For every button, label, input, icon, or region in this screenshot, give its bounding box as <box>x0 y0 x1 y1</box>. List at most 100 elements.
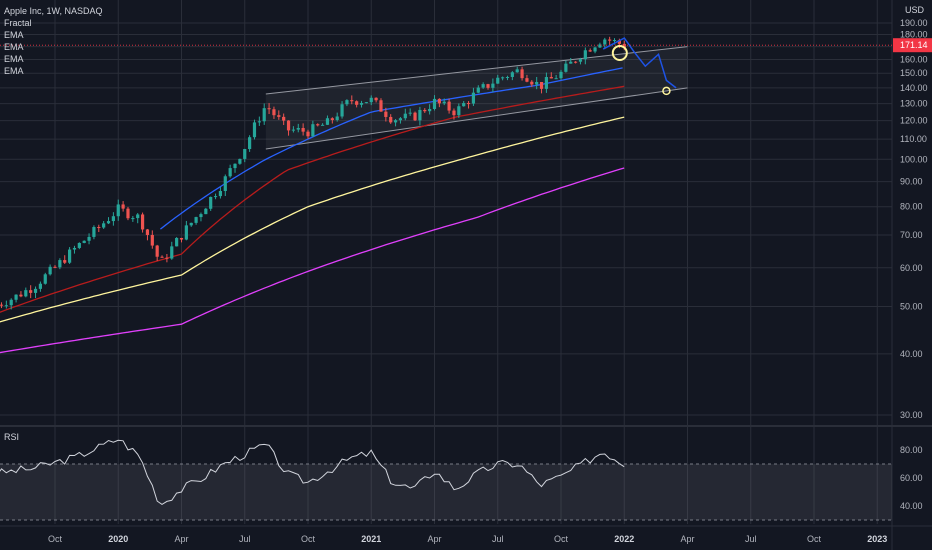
candle <box>9 298 13 310</box>
candle <box>131 215 135 222</box>
candle <box>569 57 573 64</box>
candle-body <box>131 218 135 220</box>
candle <box>267 103 271 115</box>
rsi-line <box>0 439 625 505</box>
candle <box>82 240 86 244</box>
candle <box>19 291 23 298</box>
time-tick-label: 2022 <box>614 534 634 544</box>
time-tick-label: Oct <box>554 534 569 544</box>
time-tick-label: Oct <box>301 534 316 544</box>
time-tick-label: Apr <box>680 534 694 544</box>
candle <box>67 247 72 264</box>
symbol-title[interactable]: Apple Inc, 1W, NASDAQ <box>4 6 103 16</box>
rsi-pane-title[interactable]: RSI <box>4 432 20 442</box>
candle-body <box>282 116 286 121</box>
candle <box>286 120 291 136</box>
candle <box>0 302 4 309</box>
candle <box>170 241 174 260</box>
indicator-fractal[interactable]: Fractal <box>4 18 32 28</box>
candle <box>379 98 383 112</box>
candle <box>384 107 388 122</box>
candle-body <box>549 77 553 79</box>
candle-body <box>403 113 407 119</box>
indicator-ema-3[interactable]: EMA <box>4 54 24 64</box>
time-tick-label: Apr <box>174 534 188 544</box>
candle <box>398 117 403 124</box>
candle <box>325 115 330 126</box>
candle-body <box>335 116 339 121</box>
candle-body <box>170 246 174 259</box>
candle-body <box>145 229 150 235</box>
candle-body <box>374 97 378 101</box>
candle-body <box>82 240 86 243</box>
candle-body <box>437 98 441 104</box>
candle <box>228 164 232 178</box>
candle <box>194 216 198 225</box>
candle-body <box>471 92 476 104</box>
candle-body <box>189 222 193 226</box>
candle <box>92 225 96 240</box>
candle-body <box>160 256 164 258</box>
candle <box>598 42 602 49</box>
candle <box>136 213 140 224</box>
candle-body <box>218 191 223 197</box>
candle <box>525 74 529 83</box>
candle-body <box>583 50 587 60</box>
indicator-ema-4[interactable]: EMA <box>4 66 24 76</box>
price-tick-label: 100.00 <box>900 154 928 164</box>
ema-red-line <box>0 85 625 313</box>
candle-body <box>515 69 519 73</box>
candle <box>116 199 120 221</box>
candle-body <box>228 168 232 177</box>
candle-body <box>593 47 597 52</box>
candle-body <box>325 118 330 125</box>
candle <box>510 71 514 81</box>
candle <box>189 222 193 227</box>
candle-body <box>67 249 72 263</box>
time-tick-label: Jul <box>492 534 504 544</box>
candle-body <box>384 111 388 117</box>
candle-body <box>428 109 432 112</box>
candle <box>296 123 300 133</box>
time-tick-label: Jul <box>239 534 251 544</box>
rsi-band <box>0 464 892 520</box>
candle-body <box>165 257 169 259</box>
candle <box>418 106 422 126</box>
rsi-tick-label: 40.00 <box>900 501 923 511</box>
candle-body <box>413 112 417 121</box>
candle <box>549 72 553 79</box>
candle <box>277 110 281 120</box>
candle-body <box>209 196 213 209</box>
candle-body <box>457 106 461 116</box>
currency-label[interactable]: USD <box>904 5 924 15</box>
candle <box>33 286 38 299</box>
candle <box>121 201 125 212</box>
candle <box>243 148 247 163</box>
price-tick-label: 180.00 <box>900 29 928 39</box>
candle <box>14 294 18 303</box>
candle <box>369 95 373 106</box>
candle <box>559 69 563 80</box>
candle-body <box>617 40 621 44</box>
candle <box>447 98 451 114</box>
candle <box>345 99 349 107</box>
candle-body <box>520 69 524 79</box>
candle <box>87 233 91 245</box>
time-tick-label: 2020 <box>108 534 128 544</box>
candle <box>184 220 188 241</box>
candle-body <box>248 137 252 150</box>
candle-body <box>213 196 218 198</box>
candle <box>262 103 266 125</box>
candle <box>564 60 568 73</box>
indicator-ema-2[interactable]: EMA <box>4 42 24 52</box>
candle <box>588 48 592 52</box>
price-tick-label: 140.00 <box>900 83 928 93</box>
channel-upper-line <box>265 46 688 95</box>
candle <box>320 123 325 126</box>
candle-body <box>569 61 573 64</box>
time-tick-label: Oct <box>807 534 822 544</box>
candle <box>374 97 378 103</box>
indicator-ema-1[interactable]: EMA <box>4 30 24 40</box>
rsi-tick-label: 60.00 <box>900 473 923 483</box>
